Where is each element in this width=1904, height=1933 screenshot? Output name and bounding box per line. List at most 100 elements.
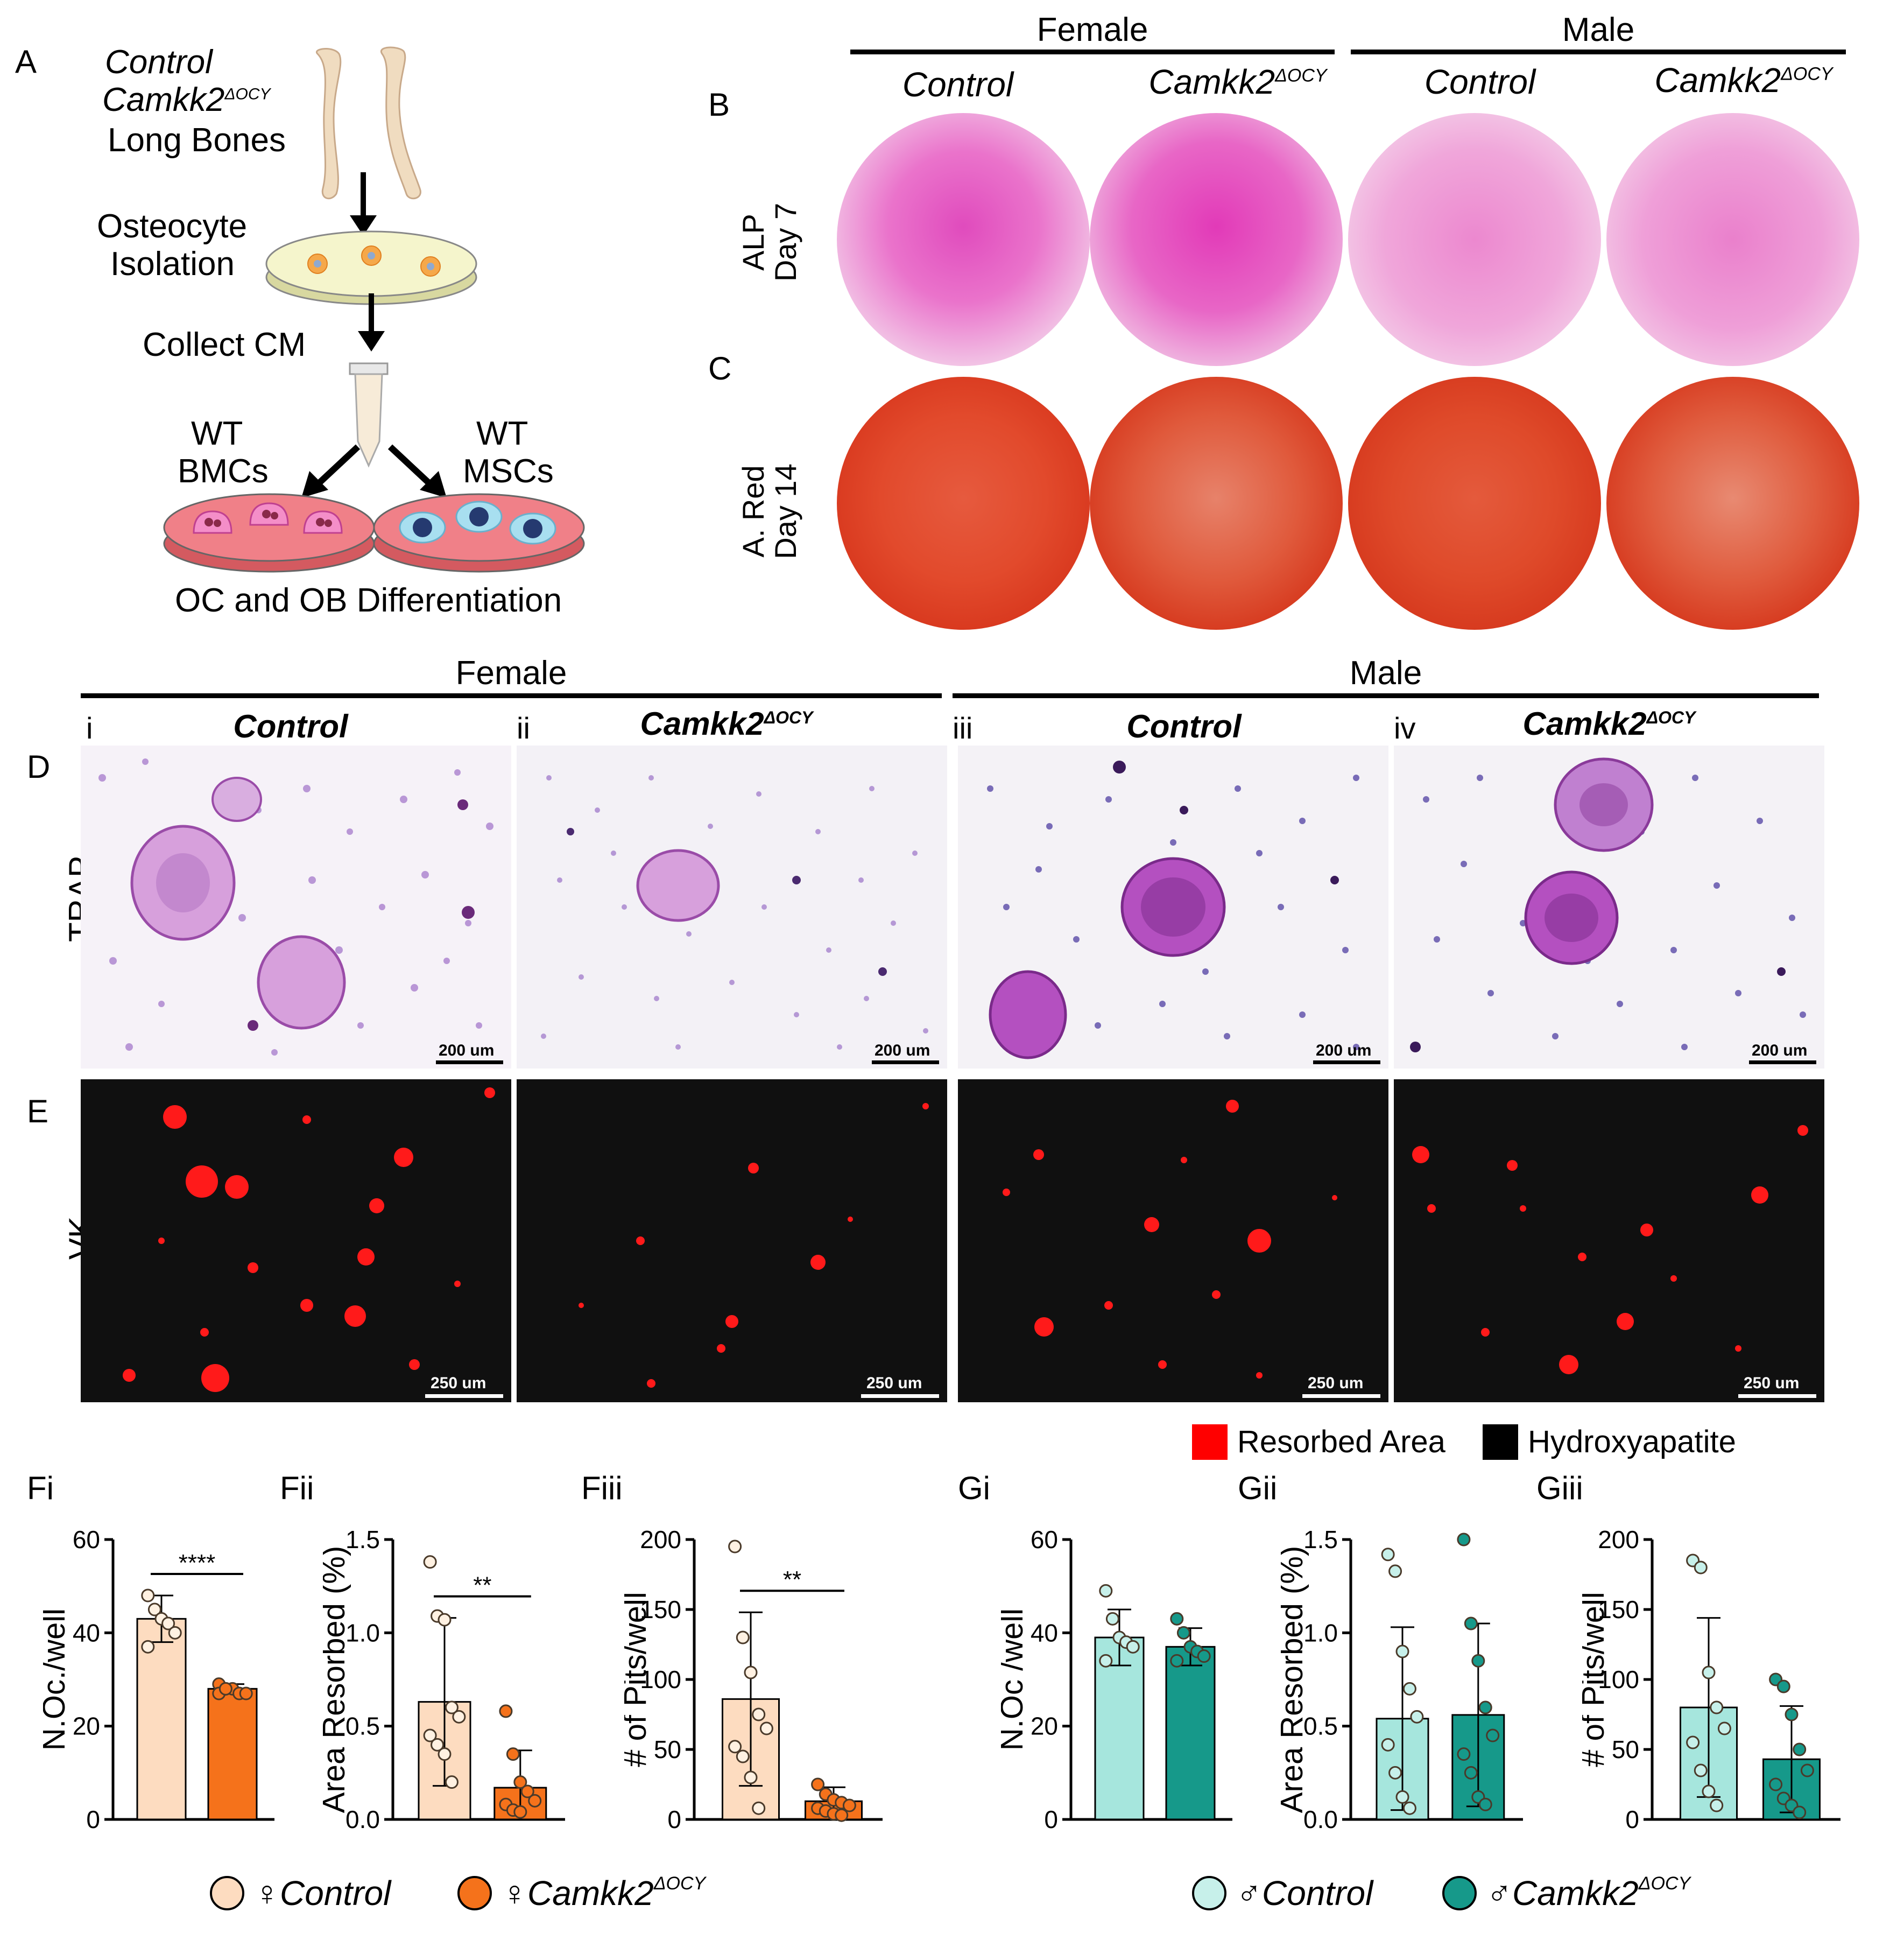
ared-dish-female-control — [837, 377, 1090, 630]
giii-ytick-label-4: 200 — [1598, 1529, 1639, 1554]
gii-point-0-1 — [1388, 1564, 1402, 1578]
schematic-oc-ob-label: OC and OB Differentiation — [175, 582, 562, 619]
gii-point-0-2 — [1395, 1644, 1409, 1658]
gii-point-1-0 — [1457, 1533, 1471, 1547]
fii-point-1-1 — [506, 1747, 520, 1761]
chart-gii: Area Resorbed (%)0.0 0.5 1.0 1.5 — [1281, 1529, 1523, 1833]
arrow-down-icon-2 — [358, 293, 385, 352]
row-b-label: ALP Day 7 — [736, 172, 813, 312]
fiii-ytick-label-2: 100 — [640, 1665, 681, 1693]
top-group-1-main: Control — [902, 65, 1014, 104]
fiii-point-0-0 — [728, 1540, 742, 1554]
top-male-header: Male — [1562, 11, 1635, 48]
gi-ytick-label-1: 20 — [1031, 1712, 1058, 1740]
arrow-diag-right-icon — [387, 444, 447, 498]
roman-i: i — [86, 711, 93, 745]
fii-point-0-7 — [438, 1747, 452, 1761]
vk-scale-bar-1 — [425, 1394, 503, 1398]
schematic-wt-right-1: WT — [476, 415, 528, 452]
gii-point-0-0 — [1381, 1548, 1395, 1562]
giii-point-1-1 — [1776, 1679, 1790, 1693]
vk-image-male-control: 250 um — [958, 1079, 1388, 1402]
trap-image-female-camkk2: 200 um — [517, 746, 947, 1069]
giii-point-0-2 — [1702, 1665, 1716, 1679]
vk-image-female-control: 250 um — [81, 1079, 511, 1402]
legend-hydroxy: Hydroxyapatite — [1483, 1424, 1736, 1460]
top-female-line — [850, 50, 1335, 54]
bottom-legend-m-control: ♂Control — [1192, 1873, 1373, 1913]
trap-scale-text-3: 200 um — [1316, 1042, 1372, 1059]
top-group-4-sup: ΔOCY — [1781, 64, 1833, 85]
giii-point-1-3 — [1793, 1742, 1807, 1756]
vk-image-female-camkk2: 250 um — [517, 1079, 947, 1402]
roman-iv: iv — [1394, 711, 1416, 745]
alp-dish-female-control — [837, 113, 1090, 366]
top-group-4-main: Camkk2 — [1654, 61, 1781, 100]
gii-point-1-8 — [1478, 1797, 1492, 1811]
fiii-ytick-label-0: 0 — [667, 1805, 681, 1833]
fiii-point-0-6 — [736, 1749, 750, 1763]
trap-scale-text-2: 200 um — [875, 1042, 930, 1059]
fiii-point-0-3 — [752, 1707, 766, 1721]
gii-ytick-label-1: 0.5 — [1303, 1712, 1338, 1740]
gii-ytick-label-0: 0.0 — [1303, 1805, 1338, 1833]
legend-hydroxy-label: Hydroxyapatite — [1528, 1424, 1736, 1459]
vk-scale-text-4: 250 um — [1744, 1374, 1800, 1392]
f-control-swatch — [210, 1876, 244, 1910]
trap-scale-bar-1 — [436, 1060, 503, 1064]
fi-point-1-6 — [218, 1682, 232, 1696]
giii-point-0-5 — [1686, 1735, 1700, 1749]
legend-resorbed: Resorbed Area — [1192, 1424, 1445, 1460]
gii-point-0-5 — [1381, 1738, 1395, 1752]
schematic-wt-left-2: BMCs — [178, 453, 269, 490]
bottom-legend-f-camkk2: ♀Camkk2 ΔOCY — [457, 1873, 706, 1913]
fi-point-0-1 — [147, 1602, 161, 1616]
chart-fii: Area Resorbed (%)0.0 0.5 1.0 1.5 ** — [323, 1529, 565, 1833]
mid-female-header: Female — [455, 655, 567, 692]
trap-scale-text-1: 200 um — [439, 1042, 495, 1059]
panel-label-a: A — [15, 44, 37, 80]
mid-title-4: Camkk2ΔOCY — [1480, 705, 1738, 742]
ared-dish-male-control — [1348, 377, 1601, 630]
top-female-header: Female — [1036, 11, 1148, 48]
panel-label-b: B — [708, 87, 730, 123]
row-c-label-2: Day 14 — [768, 463, 802, 559]
schematic-wt-right-2: MSCs — [463, 453, 554, 490]
arrow-diag-left-icon — [301, 444, 361, 498]
giii-point-0-6 — [1694, 1763, 1708, 1777]
schematic-camkk2-label: Camkk2ΔOCY — [102, 81, 271, 119]
chart-fiii: # of Pits/well 0 50 100 150 200 ** — [624, 1529, 883, 1833]
fiii-point-0-5 — [728, 1740, 742, 1754]
gii-point-0-4 — [1410, 1710, 1424, 1724]
fii-ytick-label-0: 0.0 — [345, 1805, 380, 1833]
giii-point-1-8 — [1793, 1805, 1807, 1819]
alp-dish-female-camkk2 — [1090, 113, 1343, 366]
fii-point-0-2 — [438, 1613, 452, 1627]
f-camkk2-label: ♀Camkk2 — [502, 1874, 654, 1913]
fii-ytick-label-2: 1.0 — [345, 1619, 380, 1647]
gi-point-1-1 — [1176, 1626, 1190, 1640]
mid-title-2-main: Camkk2 — [640, 706, 764, 742]
mid-male-header: Male — [1349, 655, 1422, 692]
giii-ylabel: # of Pits/well — [1582, 1592, 1611, 1767]
panel-label-fi: Fi — [27, 1470, 54, 1506]
m-camkk2-label: ♂Camkk2 — [1486, 1874, 1639, 1913]
mid-title-2: Camkk2ΔOCY — [597, 705, 856, 742]
gii-point-0-3 — [1402, 1682, 1416, 1696]
mid-title-4-sup: ΔOCY — [1646, 708, 1696, 727]
giii-point-0-3 — [1710, 1700, 1724, 1714]
tube-icon — [349, 362, 389, 468]
mid-title-4-main: Camkk2 — [1522, 706, 1647, 742]
vk-scale-bar-4 — [1738, 1394, 1816, 1398]
fiii-point-1-8 — [835, 1808, 849, 1822]
fiii-ylabel: # of Pits/well — [624, 1592, 653, 1767]
gi-point-0-5 — [1099, 1654, 1113, 1668]
fii-point-0-8 — [445, 1775, 459, 1789]
vk-scale-bar-2 — [861, 1394, 939, 1398]
trap-image-female-control: 200 um — [81, 746, 511, 1069]
panel-label-giii: Giii — [1536, 1470, 1583, 1506]
top-group-4: Camkk2ΔOCY — [1614, 60, 1873, 100]
arrow-down-icon — [350, 172, 377, 236]
gi-ytick-label-3: 60 — [1031, 1529, 1058, 1554]
top-group-2-sup: ΔOCY — [1275, 65, 1327, 86]
